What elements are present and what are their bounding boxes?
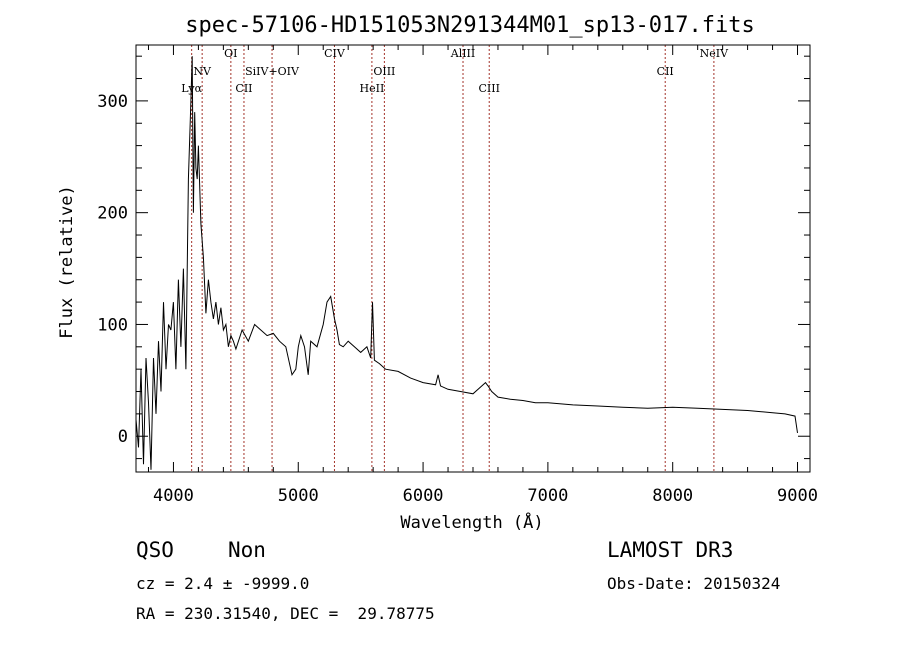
y-tick-label: 100 xyxy=(97,315,128,335)
x-tick-label: 6000 xyxy=(403,486,444,506)
y-tick-label: 200 xyxy=(97,204,128,224)
coordinates: RA = 230.31540, DEC = 29.78775 xyxy=(136,604,435,623)
emission-line-label: CIII xyxy=(478,82,499,95)
redshift-cz: cz = 2.4 ± -9999.0 xyxy=(136,574,310,593)
spectrum-line xyxy=(135,56,798,470)
x-tick-label: 5000 xyxy=(278,486,319,506)
chart-title: spec-57106-HD151053N291344M01_sp13-017.f… xyxy=(185,13,755,38)
emission-line-markers: Lyα NV OI CII SiIV+OIV CIV HeII OIII AlIII CIII CI… xyxy=(181,45,729,472)
x-tick-label: 7000 xyxy=(527,486,568,506)
y-tick-label: 300 xyxy=(97,92,128,112)
emission-line-label: NV xyxy=(193,65,212,78)
y-axis-label: Flux (relative) xyxy=(57,185,77,339)
emission-line-label: AlIII xyxy=(450,47,476,60)
emission-line-label: CII xyxy=(657,65,674,78)
observation-date: Obs-Date: 20150324 xyxy=(607,574,781,593)
emission-line-label: OI xyxy=(224,47,237,60)
object-class: QSO xyxy=(136,538,174,562)
survey-name: LAMOST DR3 xyxy=(607,538,734,562)
emission-line-label: SiIV+OIV xyxy=(245,65,300,78)
x-axis-label: Wavelength (Å) xyxy=(400,511,543,533)
emission-line-label: Lyα xyxy=(181,82,202,95)
axis-ticks: 4000 5000 6000 7000 8000 9000 0 100 200 300 xyxy=(97,45,818,506)
x-tick-label: 9000 xyxy=(777,486,818,506)
emission-line-label: NeIV xyxy=(700,47,729,60)
y-tick-label: 0 xyxy=(118,427,128,447)
object-subclass: Non xyxy=(228,538,266,562)
emission-line-label: CIV xyxy=(324,47,346,60)
emission-line-label: OIII xyxy=(373,65,395,78)
emission-line-label: CII xyxy=(235,82,252,95)
x-tick-label: 4000 xyxy=(153,486,194,506)
plot-frame xyxy=(135,44,811,473)
emission-line-label: HeII xyxy=(360,82,385,95)
x-tick-label: 8000 xyxy=(652,486,693,506)
